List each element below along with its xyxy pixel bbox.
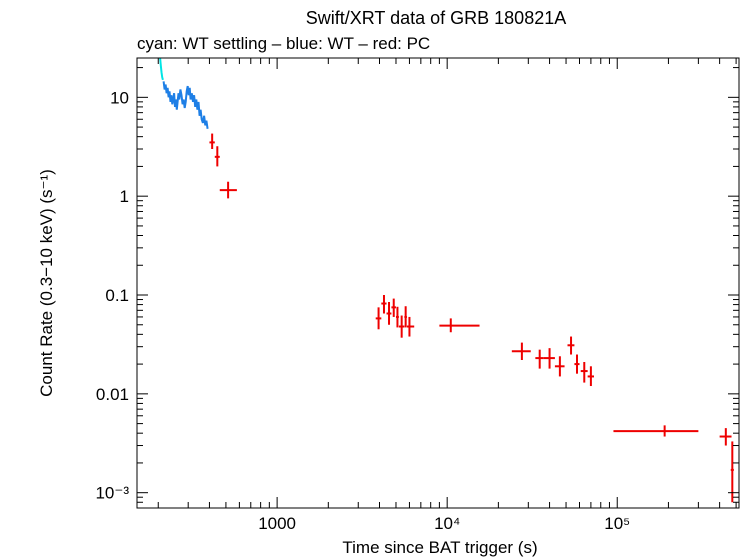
wt-series-line <box>162 81 209 129</box>
pc-point-4 <box>381 295 387 314</box>
pc-point-20 <box>613 425 699 437</box>
y-tick-label-3: 1 <box>120 187 129 206</box>
chart-title: Swift/XRT data of GRB 180821A <box>306 8 566 28</box>
x-tick-label-0: 1000 <box>258 514 296 533</box>
pc-point-6 <box>391 298 396 317</box>
y-tick-label-2: 0.1 <box>105 286 129 305</box>
x-axis-label: Time since BAT trigger (s) <box>342 538 537 557</box>
pc-point-16 <box>567 336 575 355</box>
pc-point-10 <box>406 316 415 337</box>
y-axis-label: Count Rate (0.3−10 keV) (s⁻¹) <box>37 169 56 397</box>
y-tick-label-4: 10 <box>110 88 129 107</box>
pc-point-17 <box>574 354 580 374</box>
pc-point-19 <box>587 366 594 387</box>
pc-point-3 <box>375 307 382 330</box>
pc-point-12 <box>511 342 531 361</box>
axis-ticks: 1000 10⁴ 10⁵ 10⁻³ 0.01 0.1 1 10 <box>95 58 739 533</box>
plot-marks <box>159 57 734 503</box>
pc-point-18 <box>580 362 588 383</box>
y-tick-label-1: 0.01 <box>96 385 129 404</box>
y-tick-label-0: 10⁻³ <box>95 484 129 503</box>
pc-point-2 <box>219 181 237 199</box>
pc-point-7 <box>395 306 399 328</box>
x-tick-label-1: 10⁴ <box>434 514 460 533</box>
pc-point-14 <box>543 348 555 369</box>
pc-point-11 <box>439 318 480 333</box>
wt_settling-series-line <box>159 57 164 81</box>
pc-point-13 <box>535 349 544 369</box>
chart-subtitle: cyan: WT settling – blue: WT – red: PC <box>137 34 430 53</box>
pc-point-1 <box>214 146 220 167</box>
pc-point-0 <box>209 133 215 150</box>
x-tick-label-2: 10⁵ <box>604 514 630 533</box>
pc-point-8 <box>398 315 405 338</box>
pc-point-21 <box>719 428 732 446</box>
pc-point-15 <box>554 356 565 377</box>
pc-point-22 <box>730 441 734 503</box>
pc-point-5 <box>386 301 392 325</box>
plot-frame <box>136 57 740 509</box>
pc-point-9 <box>404 306 407 328</box>
